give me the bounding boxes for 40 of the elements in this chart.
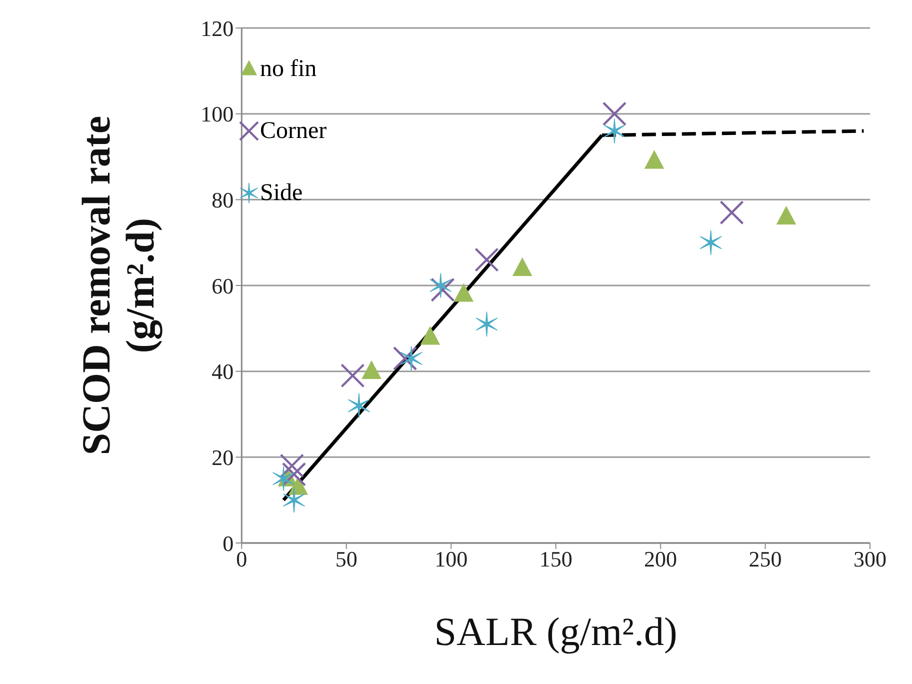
point — [340, 364, 365, 388]
x-tick-label: 300 — [854, 546, 886, 572]
legend-label: Side — [260, 180, 303, 206]
point — [720, 200, 744, 225]
point — [420, 326, 440, 345]
point — [362, 360, 382, 380]
point — [282, 462, 306, 486]
x-tick-label: 200 — [644, 546, 678, 572]
point — [272, 466, 294, 492]
point — [644, 150, 664, 169]
y-tick-label: 60 — [212, 273, 234, 298]
point — [430, 273, 452, 298]
point — [602, 102, 627, 126]
point — [512, 257, 532, 276]
x-tick-label: 150 — [539, 546, 572, 572]
point — [280, 454, 304, 478]
x-tick-label: 100 — [434, 546, 468, 572]
point — [476, 312, 498, 337]
point — [400, 346, 422, 371]
legend-label: Corner — [260, 118, 327, 144]
point — [474, 248, 499, 272]
y-axis-title: SCOD removal rate (g/m².d) — [74, 116, 163, 456]
point — [283, 488, 305, 513]
point — [392, 346, 418, 371]
x-axis-title: SALR (g/m².d) — [434, 609, 678, 654]
x-tick-label: 50 — [335, 546, 358, 572]
y-tick-label: 100 — [200, 102, 234, 127]
y-tick-label: 80 — [212, 187, 234, 212]
point — [776, 206, 796, 225]
y-tick-label: 20 — [212, 444, 234, 470]
y-tick-label: 120 — [200, 16, 234, 41]
legend-label: no fin — [260, 56, 317, 82]
point — [454, 283, 474, 302]
point — [430, 278, 455, 302]
point — [604, 118, 626, 144]
point — [700, 230, 722, 256]
y-tick-label: 0 — [222, 530, 234, 556]
y-tick-label: 40 — [212, 359, 234, 384]
point — [348, 393, 370, 418]
x-tick-label: 250 — [748, 546, 782, 572]
